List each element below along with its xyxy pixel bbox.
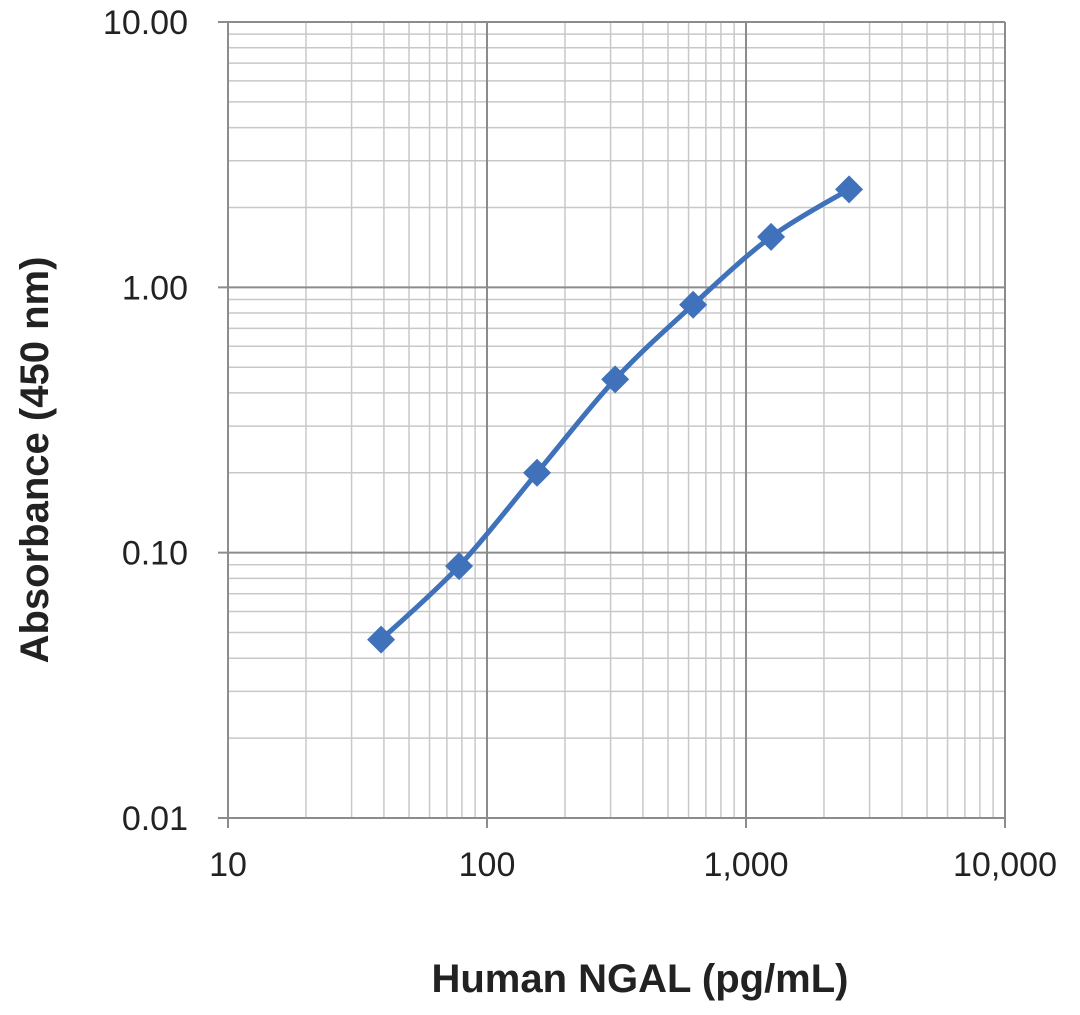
x-tick-label: 1,000: [703, 846, 788, 884]
x-tick-label: 10,000: [953, 846, 1057, 884]
data-point: [679, 290, 708, 319]
y-tick-label: 0.01: [122, 800, 188, 838]
data-point: [523, 458, 552, 487]
data-point: [835, 175, 864, 204]
data-point: [757, 222, 786, 251]
y-tick-label: 0.10: [122, 535, 188, 573]
x-tick-label: 100: [459, 846, 516, 884]
data-point: [367, 625, 396, 654]
x-tick-label: 10: [209, 846, 247, 884]
y-tick-label: 10.00: [103, 4, 188, 42]
data-point: [445, 552, 474, 581]
data-point: [601, 365, 630, 394]
x-axis-label: Human NGAL (pg/mL): [431, 957, 848, 1001]
y-tick-label: 1.00: [122, 269, 188, 307]
y-axis-label: Absorbance (450 nm): [13, 257, 57, 664]
